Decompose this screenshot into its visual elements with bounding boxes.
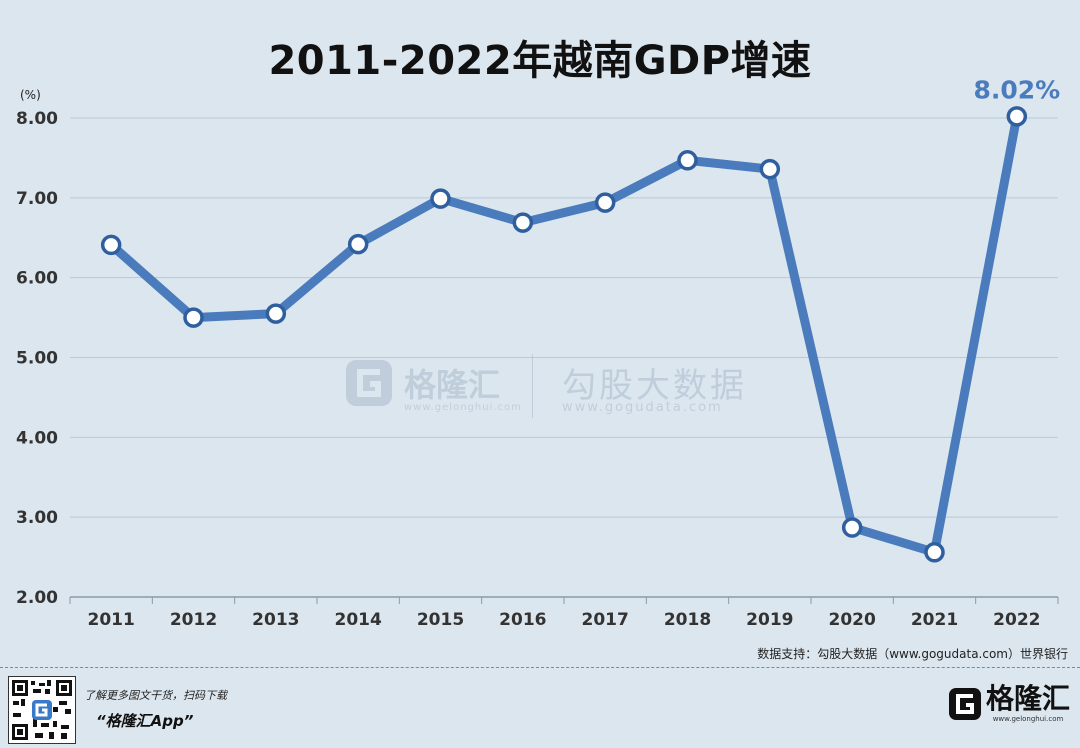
x-tick-label: 2015 xyxy=(417,610,464,630)
series-line xyxy=(106,111,1022,557)
y-tick-label: 6.00 xyxy=(16,269,58,289)
y-tick-label: 7.00 xyxy=(16,189,58,209)
data-label: 8.02% xyxy=(973,75,1060,104)
data-point xyxy=(347,233,369,255)
data-point xyxy=(265,303,287,324)
grid-lines xyxy=(70,117,1058,518)
data-point xyxy=(1006,106,1028,127)
data-point xyxy=(759,158,781,180)
x-tick-label: 2020 xyxy=(829,610,876,630)
axes: (%) 2.00 3.00 4.00 5.00 6.00 7.00 8.00 2011 2012 2… xyxy=(16,88,1059,630)
data-point xyxy=(841,517,863,538)
x-tick-label: 2016 xyxy=(499,610,546,630)
x-tick-label: 2013 xyxy=(252,610,299,630)
data-point xyxy=(512,212,534,233)
y-tick-label: 4.00 xyxy=(16,428,58,448)
y-tick-label: 8.00 xyxy=(16,109,58,129)
logo-url: www.gelonghui.com xyxy=(992,715,1064,723)
footer-divider xyxy=(0,667,1080,668)
data-point xyxy=(594,192,616,213)
x-tick-label: 2018 xyxy=(664,610,711,630)
y-tick-label: 2.00 xyxy=(16,588,58,608)
x-tick-label: 2014 xyxy=(335,610,382,630)
data-point xyxy=(677,150,698,171)
y-tick-label: 5.00 xyxy=(16,349,58,369)
brand-logo: 格隆汇 www.gelonghui.com xyxy=(948,684,1070,724)
x-tick-label: 2022 xyxy=(993,610,1040,630)
data-labels: 8.02% xyxy=(973,75,1060,104)
x-tick-label: 2021 xyxy=(911,610,958,630)
x-tick-label: 2017 xyxy=(582,610,629,630)
data-points xyxy=(100,106,1028,563)
line-chart: (%) 2.00 3.00 4.00 5.00 6.00 7.00 8.00 2011 2012 2… xyxy=(16,75,1060,630)
promo-app-name: “格隆汇App” xyxy=(96,712,194,730)
source-note: 数据支持：勾股大数据（www.gogudata.com）世界银行 xyxy=(757,647,1068,661)
qr-code-icon xyxy=(12,680,72,740)
qr-code[interactable] xyxy=(8,676,76,744)
data-point xyxy=(100,234,122,256)
data-point xyxy=(430,188,451,209)
x-tick-label: 2012 xyxy=(170,610,217,630)
data-point xyxy=(183,307,204,328)
x-tick-label: 2019 xyxy=(746,610,793,630)
data-point xyxy=(924,542,945,563)
x-tick-label: 2011 xyxy=(88,610,135,630)
promo-text: 了解更多图文干货，扫码下载 xyxy=(84,689,227,702)
gelonghui-logo-icon xyxy=(948,688,981,720)
y-axis-unit: (%) xyxy=(20,88,41,102)
series-line-path xyxy=(106,111,1022,557)
logo-text: 格隆汇 xyxy=(985,682,1070,715)
y-tick-label: 3.00 xyxy=(16,508,58,528)
chart-title: 2011-2022年越南GDP增速 xyxy=(268,38,812,84)
